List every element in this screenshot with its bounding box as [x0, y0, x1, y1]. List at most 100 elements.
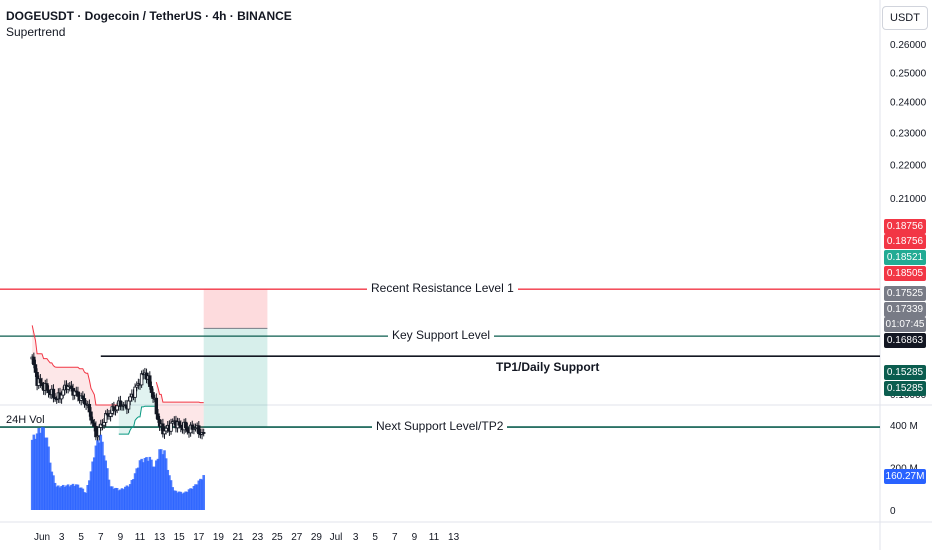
price-tag: 0.16863	[884, 333, 926, 348]
currency-button[interactable]: USDT	[882, 6, 928, 30]
volume-bar	[68, 486, 72, 510]
candle-body	[59, 394, 64, 400]
annotation-key-support[interactable]: Key Support Level	[388, 328, 495, 343]
position-stop-zone	[203, 288, 268, 329]
volume-bar	[86, 485, 90, 510]
volume-bar	[63, 486, 67, 510]
volume-bar	[71, 483, 75, 510]
candle-body	[33, 364, 38, 373]
time-tick-label: 13	[448, 532, 460, 543]
volume-bar	[186, 491, 189, 510]
volume-bar	[130, 480, 134, 510]
price-tag: 01:07:45	[884, 317, 926, 332]
candle-body	[82, 398, 87, 405]
volume-bar	[102, 455, 106, 510]
volume-bar	[177, 491, 181, 510]
volume-bar	[65, 485, 68, 510]
volume-bar	[109, 486, 112, 510]
volume-bar	[106, 468, 109, 510]
volume-bar	[181, 493, 184, 510]
volume-bar	[55, 486, 58, 510]
chart-header: DOGEUSDT · Dogecoin / TetherUS · 4h · BI…	[6, 8, 292, 40]
time-axis[interactable]: Jun 3 5 7 9 11 13 15 17 19 21 23 25 27 29 Jul 3 5 7 9 11 13	[34, 532, 460, 543]
candle-body	[94, 425, 98, 438]
price-tag: 0.15285	[884, 381, 926, 396]
volume-bar	[187, 489, 191, 510]
candle-body	[115, 405, 119, 411]
indicator-label[interactable]: Supertrend	[6, 25, 66, 39]
volume-bar	[125, 485, 129, 510]
volume-tick-label: 400 M	[890, 421, 918, 432]
time-tick-label: 19	[213, 532, 225, 543]
volume-bar	[58, 487, 62, 510]
annotation-tp1[interactable]: TP1/Daily Support	[496, 360, 600, 375]
volume-bar	[32, 434, 36, 510]
supertrend-up-segment	[118, 405, 155, 435]
candle-body	[162, 430, 167, 435]
volume-bar	[158, 449, 161, 510]
volume-bar	[128, 484, 132, 510]
volume-bar	[34, 438, 37, 510]
symbol-title[interactable]: DOGEUSDT · Dogecoin / TetherUS · 4h · BI…	[6, 9, 292, 23]
volume-bar	[140, 458, 143, 510]
supertrend-down-segment	[31, 325, 118, 406]
volume-bar	[60, 485, 63, 510]
volume-bars	[30, 426, 205, 510]
price-tag: 0.18756	[884, 219, 926, 234]
time-tick-label: 11	[135, 532, 146, 543]
volume-bar	[99, 434, 103, 510]
price-tick-label: 0.24000	[890, 98, 927, 109]
volume-bar	[200, 479, 204, 510]
volume-bar	[35, 433, 39, 510]
price-tag: 0.18505	[884, 266, 926, 281]
time-tick-label: 23	[252, 532, 264, 543]
candle-body	[40, 382, 44, 387]
candle-body	[45, 383, 49, 391]
volume-bar	[192, 486, 196, 510]
volume-bar	[92, 457, 96, 510]
price-tag: 0.17339	[884, 302, 926, 317]
annotation-tp2[interactable]: Next Support Level/TP2	[372, 419, 508, 434]
price-tick-label: 0.23000	[890, 128, 927, 139]
time-tick-label: Jul	[330, 532, 343, 543]
candle-body	[154, 397, 159, 415]
candle-body	[156, 413, 160, 420]
volume-bar	[39, 432, 42, 510]
volume-bar	[138, 460, 142, 510]
volume-bar	[81, 488, 85, 510]
volume-bar	[194, 484, 197, 510]
volume-bar	[75, 484, 78, 510]
volume-bar	[155, 460, 158, 510]
price-tag: 0.17525	[884, 286, 926, 301]
volume-bar	[43, 437, 47, 510]
candle-body	[38, 378, 43, 384]
position-box[interactable]	[203, 288, 268, 428]
candle-body	[61, 389, 65, 396]
time-tick-label: 5	[78, 532, 84, 543]
candle-body	[126, 400, 131, 410]
time-tick-label: Jun	[34, 532, 50, 543]
time-tick-label: 3	[353, 532, 359, 543]
volume-indicator-label[interactable]: 24H Vol	[6, 414, 45, 426]
volume-bar	[182, 492, 186, 510]
annotation-resistance[interactable]: Recent Resistance Level 1	[367, 281, 518, 296]
candle-body	[51, 388, 56, 398]
price-tick-label: 0.21000	[890, 194, 927, 205]
volume-bar	[135, 468, 139, 510]
candle-body	[184, 421, 188, 429]
volume-bar	[50, 471, 54, 510]
volume-bar	[124, 486, 127, 510]
volume-bar	[110, 486, 114, 510]
volume-bar	[169, 480, 173, 510]
supertrend-down-segment	[155, 381, 204, 404]
volume-bar	[148, 456, 152, 510]
candle-body	[139, 373, 144, 386]
candle-body	[197, 425, 201, 435]
volume-bar	[101, 441, 104, 510]
volume-bar	[156, 458, 160, 510]
volume-bar	[89, 471, 93, 510]
candle-body	[177, 421, 181, 426]
candle-body	[151, 392, 155, 399]
volume-bar	[57, 485, 60, 510]
